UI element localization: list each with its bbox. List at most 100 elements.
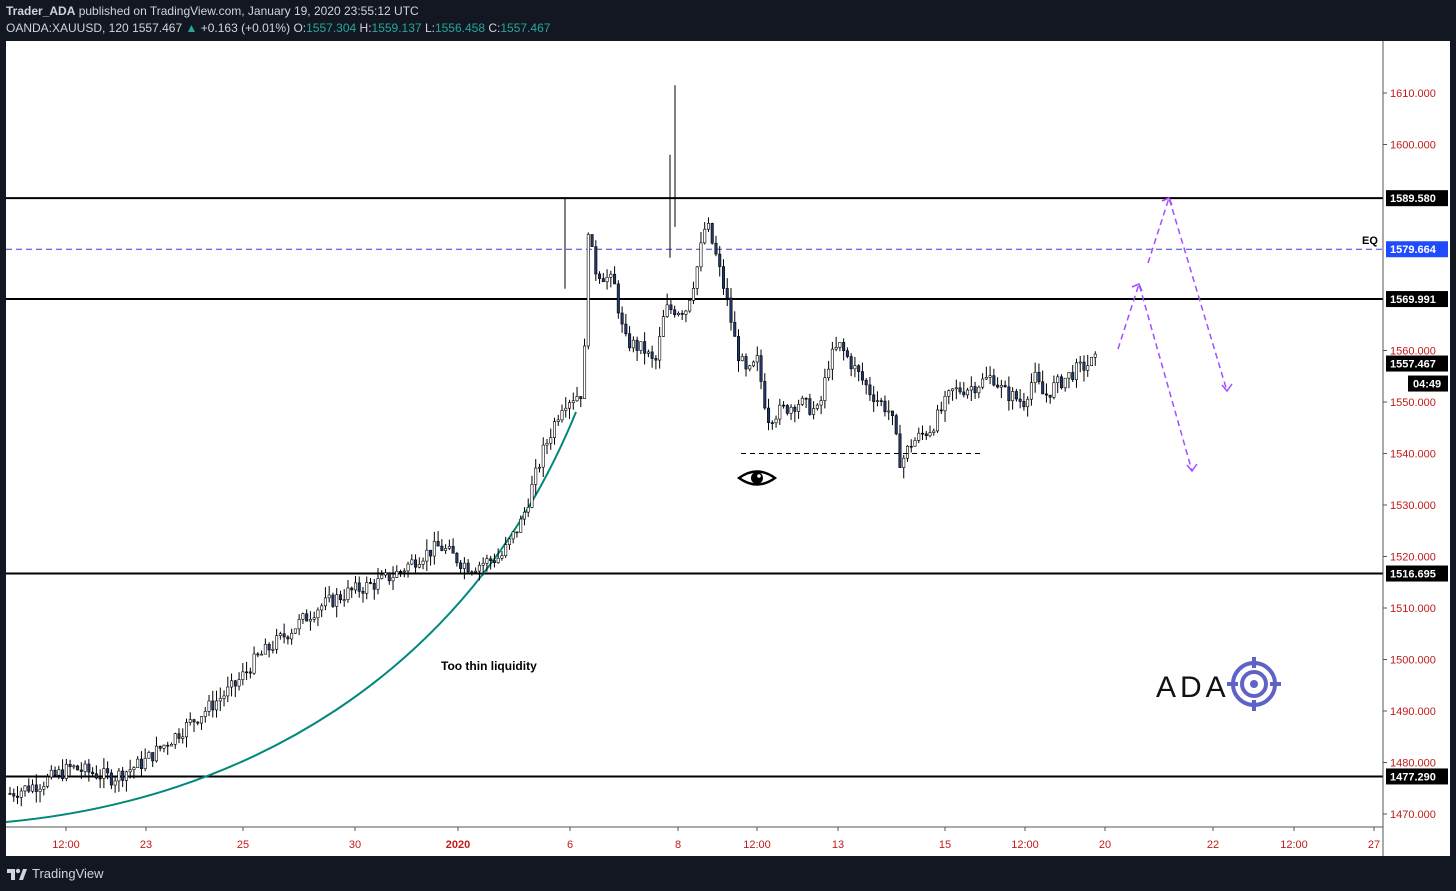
candle-body <box>57 769 61 776</box>
candle-body <box>42 786 46 790</box>
candle-body <box>342 599 346 601</box>
candle <box>511 531 515 544</box>
eq-price-tag[interactable]: 1579.664 <box>1386 241 1448 258</box>
candle <box>902 454 906 479</box>
candle <box>376 568 380 595</box>
level-price-tag[interactable]: 1569.991 <box>1386 291 1448 308</box>
candle-body <box>459 562 463 569</box>
candle-body <box>485 558 489 564</box>
price-axis[interactable]: 1470.000 1480.000 1490.000 1500.000 1510.000… <box>1382 41 1448 856</box>
candle <box>414 554 418 573</box>
candle <box>53 766 57 777</box>
candle <box>387 572 391 585</box>
candle-body <box>864 379 868 386</box>
candle-body <box>436 541 440 547</box>
candle-body <box>890 410 894 416</box>
candle <box>113 776 117 793</box>
candle <box>864 378 868 395</box>
candle <box>282 623 286 644</box>
level-price-tag[interactable]: 1516.695 <box>1386 565 1448 582</box>
candle-body <box>988 375 992 378</box>
level-price-tag[interactable]: 1477.290 <box>1386 768 1448 785</box>
candle <box>530 475 534 509</box>
candle <box>417 557 421 569</box>
candle-body <box>380 574 384 579</box>
candle-body <box>384 572 388 576</box>
candle-body <box>406 563 410 572</box>
candle-body <box>609 273 613 278</box>
candle-body <box>763 381 767 409</box>
tradingview-brand[interactable]: TradingView <box>32 866 104 881</box>
candle-body <box>76 765 80 771</box>
candle <box>793 404 797 423</box>
candle <box>1041 370 1045 395</box>
candle-body <box>785 405 789 414</box>
candle <box>492 553 496 568</box>
candle-body <box>301 613 305 620</box>
candle-body <box>868 384 872 396</box>
candle-body <box>759 355 763 382</box>
publisher-name[interactable]: Trader_ADA <box>6 4 76 18</box>
projection-paths[interactable] <box>1117 195 1233 473</box>
candle-body <box>361 590 365 594</box>
candle <box>999 379 1003 398</box>
candle-body <box>203 711 207 717</box>
candle <box>1048 394 1052 404</box>
candle-body <box>639 341 643 351</box>
candle-body <box>583 345 587 399</box>
candle-body <box>230 680 234 688</box>
candle-body <box>718 253 722 267</box>
candle <box>725 278 729 307</box>
candle <box>620 306 624 333</box>
last-price-tag[interactable]: 1557.467 <box>1386 355 1448 372</box>
candle-body <box>598 273 602 279</box>
candle <box>57 765 61 780</box>
candle <box>763 373 767 410</box>
low-label: L: <box>424 21 435 35</box>
candle-body <box>87 763 91 773</box>
horizontal-levels[interactable] <box>6 197 1383 778</box>
candle-body <box>620 312 624 325</box>
candle-body <box>68 763 72 768</box>
candle <box>1074 358 1078 388</box>
candle <box>275 628 279 654</box>
candle <box>988 366 992 385</box>
candle-body <box>1071 372 1075 380</box>
price-chart[interactable]: Too thin liquidity EQ ADA 1470.000 1480.00… <box>5 41 1450 856</box>
candle-body <box>117 770 121 782</box>
candle <box>350 586 354 598</box>
annotations: Too thin liquidity EQ <box>441 235 1378 673</box>
candle <box>132 766 136 779</box>
candle <box>774 415 778 428</box>
tradingview-logo-icon[interactable] <box>6 864 28 882</box>
candle-body <box>91 771 95 775</box>
candle-body <box>1067 372 1071 379</box>
candle <box>293 628 297 634</box>
projection-path-a[interactable] <box>1117 281 1193 472</box>
candle-body <box>605 276 609 283</box>
parabolic-curve[interactable] <box>5 411 577 823</box>
candle <box>605 269 609 290</box>
candle-body <box>1052 382 1056 398</box>
candle <box>346 580 350 603</box>
curve-path[interactable] <box>5 411 577 823</box>
candle-body <box>691 288 695 301</box>
publish-info: Trader_ADA published on TradingView.com,… <box>6 4 419 18</box>
candle-body <box>1018 398 1022 402</box>
candle-body <box>680 312 684 315</box>
level-price-tag[interactable]: 1589.580 <box>1386 190 1448 207</box>
price-tick-label: 1550.000 <box>1390 397 1436 409</box>
candle-body <box>173 733 177 745</box>
candle <box>845 347 849 359</box>
chart-area[interactable]: Too thin liquidity EQ ADA 1470.000 1480.00… <box>5 41 1450 856</box>
candle-body <box>902 457 906 468</box>
countdown-tag[interactable]: 04:49 <box>1408 375 1448 392</box>
time-tick-label: 22 <box>1207 839 1219 851</box>
candle-body <box>421 560 425 565</box>
time-axis[interactable]: 12:00 23 25 30 2020 6 8 12:00 13 15 12:00 20 22 12:00… <box>6 826 1383 851</box>
candle-body <box>515 531 519 534</box>
candle-body <box>646 351 650 354</box>
projection-path-b[interactable] <box>1147 195 1228 392</box>
symbol-label[interactable]: OANDA:XAUUSD, 120 <box>6 21 129 35</box>
candle <box>353 575 357 594</box>
